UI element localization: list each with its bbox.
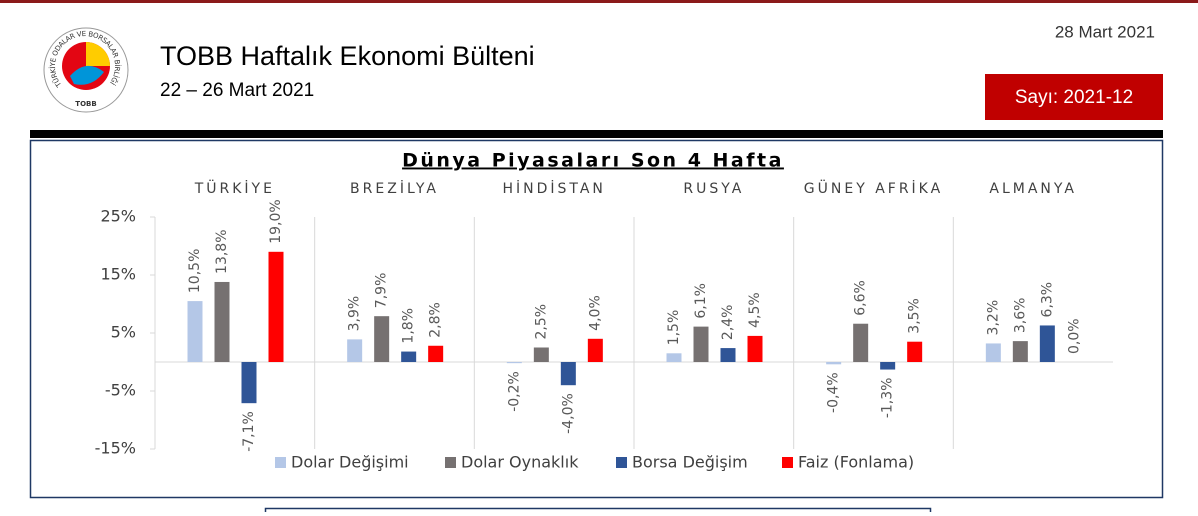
chart-frame xyxy=(29,139,1164,499)
value-label: 3,5% xyxy=(907,298,923,334)
bar xyxy=(214,281,230,362)
bar xyxy=(187,301,203,362)
bar xyxy=(560,362,576,386)
y-tick-label: -5% xyxy=(105,381,136,400)
legend-swatch xyxy=(445,457,456,468)
rule xyxy=(30,130,1163,138)
legend-label: Dolar Değişimi xyxy=(291,453,409,472)
bar xyxy=(428,345,444,362)
value-label: 0,0% xyxy=(1066,318,1082,354)
value-label: 3,6% xyxy=(1012,298,1028,334)
bar xyxy=(985,343,1001,362)
bar xyxy=(693,326,709,362)
y-tick-label: 5% xyxy=(111,323,136,342)
bar xyxy=(241,362,257,404)
bar xyxy=(347,339,363,362)
bar xyxy=(720,348,736,362)
legend-swatch xyxy=(782,457,793,468)
logo-abbr: TOBB xyxy=(75,100,96,108)
bar xyxy=(907,341,923,362)
plot: 25% 15% 5% -5% -15% TÜRKİYE BREZİLYA HİNDİSTAN R… xyxy=(95,179,1113,472)
bar xyxy=(374,316,390,362)
top-border xyxy=(0,0,1198,3)
value-label: 7,9% xyxy=(374,273,390,309)
value-label: 2,8% xyxy=(428,302,444,338)
date: 28 Mart 2021 xyxy=(1055,22,1155,41)
category-label: HİNDİSTAN xyxy=(502,179,605,197)
category-label: TÜRKİYE xyxy=(194,179,275,197)
value-label: 1,8% xyxy=(401,308,417,344)
value-label: -0,2% xyxy=(506,371,522,412)
y-tick-label: 15% xyxy=(100,265,136,284)
next-box xyxy=(264,507,932,516)
value-label: 10,5% xyxy=(187,249,203,293)
legend-swatch xyxy=(275,457,286,468)
bar xyxy=(1039,325,1055,362)
y-tick-label: -15% xyxy=(95,439,136,458)
y-tick-label: 25% xyxy=(100,207,136,226)
bar xyxy=(587,338,603,362)
category-label: GÜNEY AFRİKA xyxy=(804,179,943,197)
category-label: RUSYA xyxy=(683,181,744,197)
logo: TÜRKİYE ODALAR VE BORSALAR BİRLİĞİ TOBB xyxy=(43,27,129,113)
legend-swatch xyxy=(616,457,627,468)
category-label: ALMANYA xyxy=(989,181,1077,197)
bar xyxy=(826,362,842,365)
value-label: 3,9% xyxy=(347,296,363,332)
bar xyxy=(533,347,549,362)
value-label: -1,3% xyxy=(880,378,896,419)
value-label: 19,0% xyxy=(268,199,284,243)
legend-label: Dolar Oynaklık xyxy=(461,453,579,472)
issue-box xyxy=(985,74,1163,120)
value-label: 13,8% xyxy=(214,229,230,273)
title: TOBB Haftalık Ekonomi Bülteni xyxy=(160,41,535,71)
bar xyxy=(880,362,896,370)
issue: Sayı: 2021-12 xyxy=(1015,87,1133,108)
value-label: 6,1% xyxy=(693,283,709,319)
value-label: 6,3% xyxy=(1039,282,1055,318)
value-label: 6,6% xyxy=(853,280,869,316)
value-label: 4,5% xyxy=(747,292,763,328)
value-label: 2,5% xyxy=(533,304,549,340)
bar xyxy=(401,351,417,362)
bar xyxy=(747,335,763,362)
legend-label: Borsa Değişim xyxy=(632,453,748,472)
value-label: -7,1% xyxy=(241,411,257,452)
value-label: 2,4% xyxy=(720,305,736,341)
category-label: BREZİLYA xyxy=(350,179,439,197)
value-label: 1,5% xyxy=(666,310,682,346)
bar xyxy=(1012,341,1028,362)
bar xyxy=(268,251,284,362)
legend-label: Faiz (Fonlama) xyxy=(798,453,914,472)
value-label: 3,2% xyxy=(985,300,1001,336)
value-label: -0,4% xyxy=(826,372,842,413)
value-label: -4,0% xyxy=(560,393,576,434)
bar xyxy=(666,353,682,362)
subtitle: 22 – 26 Mart 2021 xyxy=(160,80,314,101)
bar xyxy=(506,362,522,364)
bar xyxy=(853,323,869,362)
value-label: 4,0% xyxy=(587,295,603,331)
chart-title: Dünya Piyasaları Son 4 Hafta xyxy=(402,150,784,172)
